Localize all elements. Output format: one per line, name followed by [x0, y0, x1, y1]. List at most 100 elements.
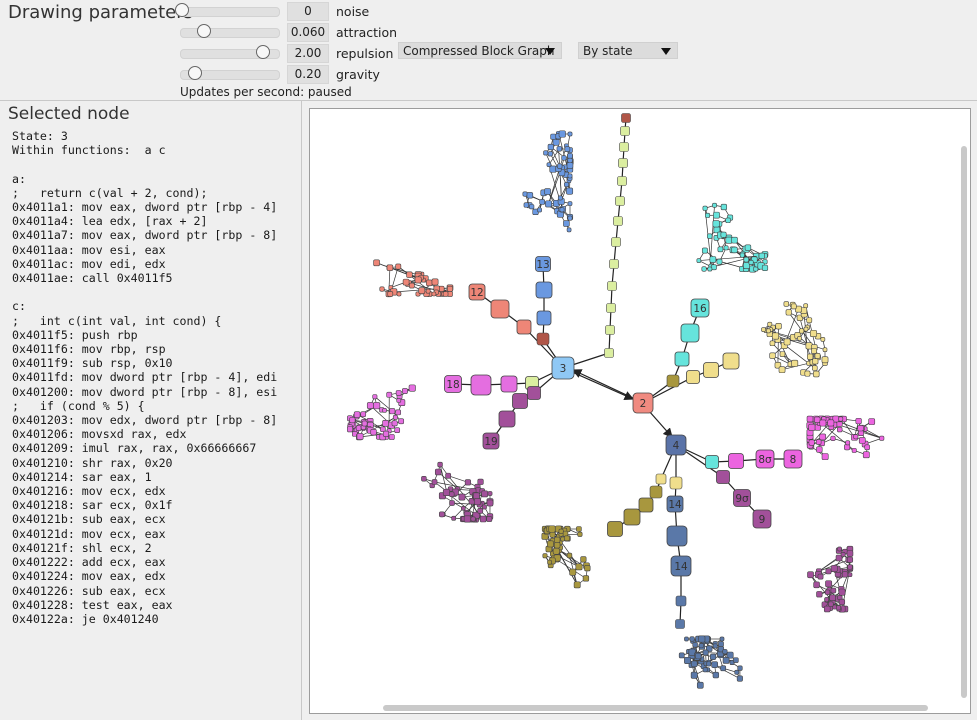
graph-node[interactable]: [806, 317, 813, 324]
graph-node[interactable]: [361, 420, 368, 427]
graph-node[interactable]: [575, 563, 583, 571]
graph-node[interactable]: [838, 588, 846, 596]
graph-node[interactable]: [481, 504, 487, 510]
graph-node[interactable]: [822, 347, 828, 353]
repulsion-value[interactable]: 2.00: [287, 44, 329, 63]
graph-node-3[interactable]: [551, 356, 575, 380]
graph-node[interactable]: [728, 453, 744, 469]
graph-node[interactable]: [771, 332, 780, 340]
graph-node[interactable]: [549, 165, 557, 173]
graph-node[interactable]: [479, 515, 487, 523]
slider-thumb[interactable]: [175, 3, 189, 17]
graph-node[interactable]: [703, 362, 719, 378]
graph-node[interactable]: [785, 309, 792, 316]
graph-node[interactable]: [620, 126, 630, 136]
graph-node[interactable]: [858, 430, 864, 437]
graph-node[interactable]: [544, 188, 551, 195]
graph-node[interactable]: [607, 281, 617, 291]
graph-node[interactable]: [696, 258, 702, 263]
graph-node[interactable]: [734, 669, 740, 675]
graph-node[interactable]: [451, 515, 457, 521]
graph-node[interactable]: [356, 433, 364, 440]
graph-node[interactable]: [392, 414, 398, 420]
graph-node[interactable]: [692, 642, 698, 648]
graph-node[interactable]: [812, 365, 818, 371]
graph-node[interactable]: [819, 419, 827, 427]
graph-node[interactable]: [557, 163, 563, 169]
graph-node[interactable]: [840, 551, 846, 557]
attraction-value[interactable]: 0.060: [287, 23, 329, 42]
graph-node-2[interactable]: [632, 392, 654, 414]
slider-thumb[interactable]: [197, 24, 212, 38]
vertical-scrollbar[interactable]: [961, 146, 967, 698]
graph-node[interactable]: [868, 418, 876, 425]
graph-node[interactable]: [402, 278, 410, 286]
graph-node[interactable]: [573, 581, 581, 589]
graph-node[interactable]: [807, 571, 814, 579]
graph-node[interactable]: [547, 540, 554, 548]
graph-node[interactable]: [813, 581, 820, 589]
graph-node[interactable]: [846, 550, 854, 557]
graph-node[interactable]: [486, 499, 494, 507]
graph-node[interactable]: [684, 636, 689, 642]
graph-node[interactable]: [837, 426, 843, 433]
graph-node[interactable]: [576, 526, 582, 532]
graph-node[interactable]: [701, 247, 708, 254]
graph-node[interactable]: [675, 619, 685, 629]
graph-node[interactable]: [370, 429, 377, 436]
graph-node[interactable]: [790, 303, 797, 310]
graph-node[interactable]: [718, 641, 724, 647]
graph-node[interactable]: [731, 246, 738, 254]
graph-canvas[interactable]: 13 12 16 18 19 8σ 8 9σ 9 14 14 3 2 4: [309, 108, 971, 714]
graph-node[interactable]: [737, 665, 743, 671]
graph-node[interactable]: [537, 207, 542, 213]
graph-node[interactable]: [811, 347, 817, 354]
graph-node[interactable]: [498, 410, 516, 428]
graph-node[interactable]: [536, 332, 550, 346]
graph-node[interactable]: [820, 337, 826, 342]
graph-node[interactable]: [535, 281, 553, 299]
graph-node[interactable]: [853, 434, 859, 440]
graph-node[interactable]: [690, 671, 698, 679]
graph-node[interactable]: [604, 348, 614, 358]
graph-node[interactable]: [804, 370, 811, 377]
graph-node[interactable]: [698, 643, 704, 649]
graph-node[interactable]: [389, 408, 396, 415]
graph-node[interactable]: [394, 427, 401, 434]
graph-node[interactable]: [828, 601, 834, 607]
graph-node[interactable]: [816, 446, 823, 453]
graph-node[interactable]: [689, 636, 695, 642]
gravity-value[interactable]: 0.20: [287, 65, 329, 84]
graph-node[interactable]: [360, 411, 367, 418]
graph-node[interactable]: [686, 370, 700, 384]
graph-node[interactable]: [779, 351, 786, 357]
graph-node[interactable]: [819, 433, 827, 441]
graph-node[interactable]: [769, 340, 776, 347]
graph-node[interactable]: [766, 328, 771, 334]
graph-node[interactable]: [847, 564, 853, 570]
graph-node[interactable]: [547, 559, 552, 565]
slider-thumb[interactable]: [255, 45, 270, 59]
graph-node[interactable]: [855, 417, 862, 425]
graph-node[interactable]: [566, 227, 572, 233]
graph-node[interactable]: [813, 370, 820, 378]
graph-node[interactable]: [733, 489, 751, 507]
graph-node[interactable]: [439, 511, 445, 518]
graph-node[interactable]: [797, 336, 802, 341]
graph-node[interactable]: [547, 151, 553, 157]
graph-node[interactable]: [529, 204, 535, 210]
graph-node[interactable]: [808, 423, 816, 431]
graph-node[interactable]: [824, 597, 829, 602]
graph-node[interactable]: [554, 536, 561, 543]
graph-node[interactable]: [558, 528, 564, 534]
graph-node[interactable]: [702, 667, 708, 673]
graph-node[interactable]: [464, 479, 471, 486]
graph-node[interactable]: [567, 157, 573, 164]
graph-node[interactable]: [580, 556, 587, 563]
attraction-slider[interactable]: [180, 24, 280, 38]
graph-node[interactable]: [844, 444, 851, 451]
graph-node[interactable]: [696, 681, 704, 689]
graph-node[interactable]: [617, 176, 627, 186]
graph-node[interactable]: [567, 201, 573, 206]
noise-value[interactable]: 0: [287, 2, 329, 21]
